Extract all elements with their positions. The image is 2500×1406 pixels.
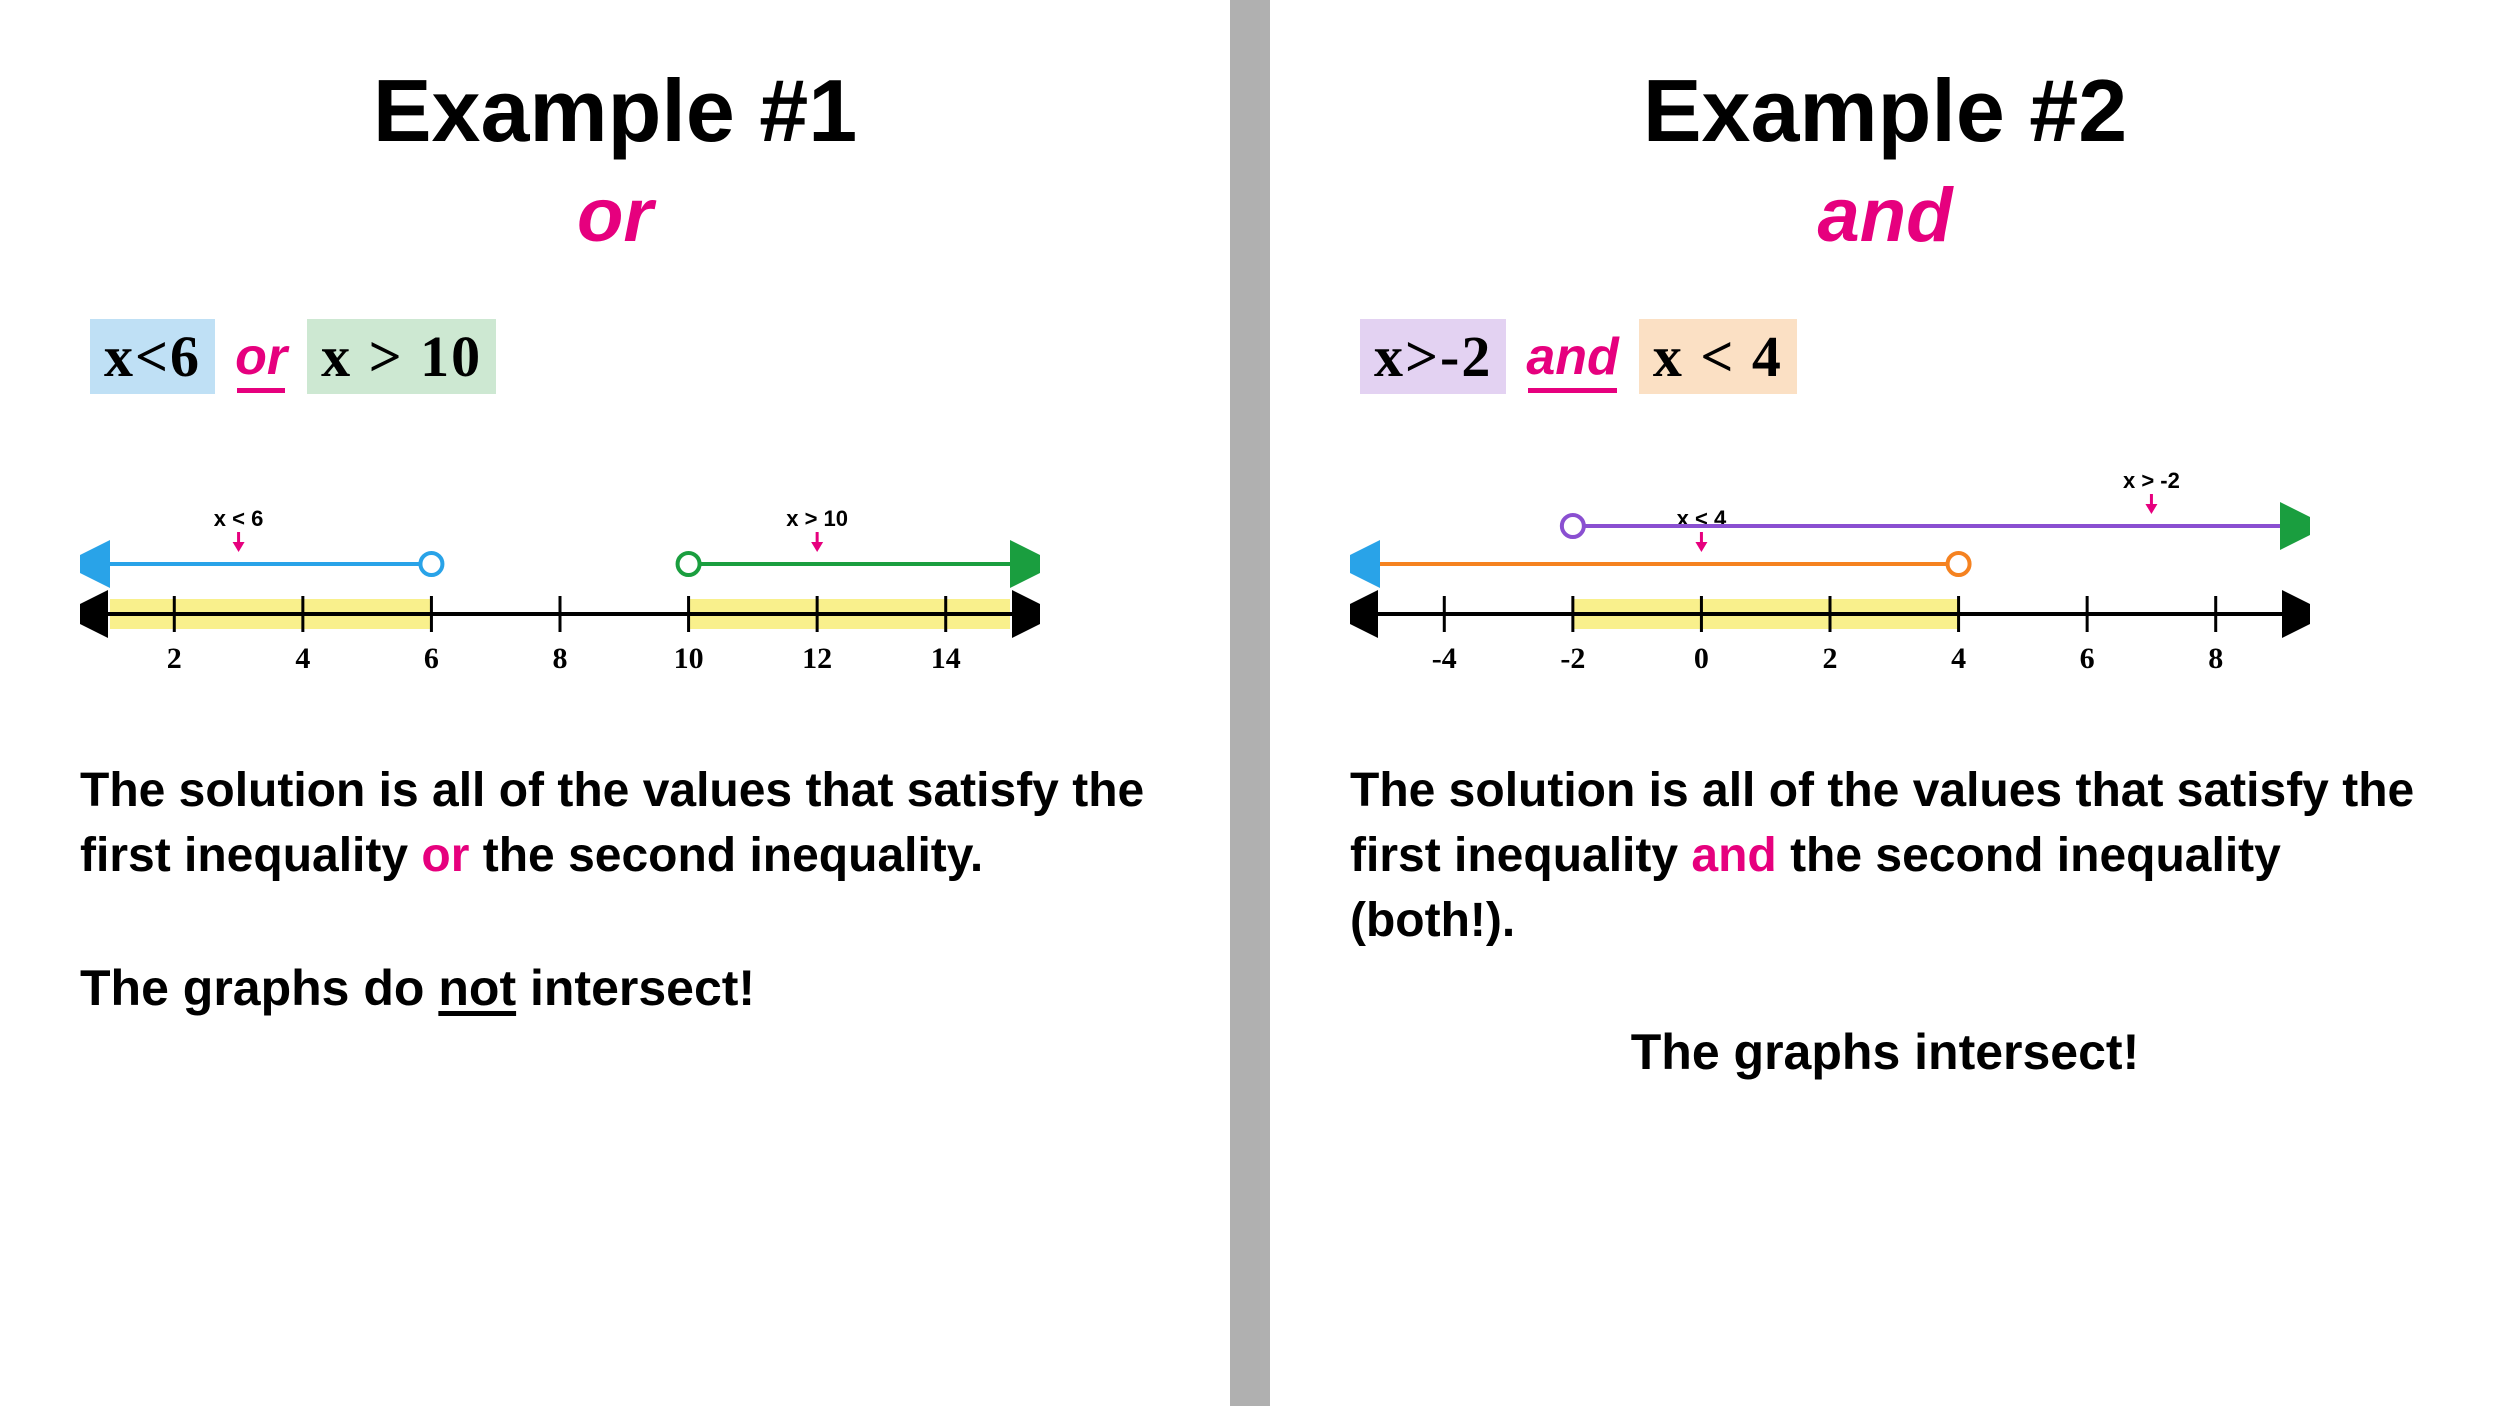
right-ineq2: x < 4 bbox=[1639, 319, 1797, 394]
left-ineq2: x > 10 bbox=[307, 319, 496, 394]
right-title: Example #2 bbox=[1350, 60, 2420, 162]
tick-label: 14 bbox=[931, 642, 961, 675]
right-panel: Example #2 and x>-2 and x < 4 -4 -2 0 2 4 6 8 x… bbox=[1270, 0, 2500, 1406]
left-para-word: or bbox=[421, 829, 469, 882]
tick-label: 0 bbox=[1694, 642, 1709, 675]
open-circle bbox=[678, 553, 700, 575]
left-footer-pre: The graphs do bbox=[80, 960, 438, 1016]
tick-label: -4 bbox=[1432, 642, 1457, 675]
divider bbox=[1230, 0, 1270, 1406]
left-footer: The graphs do not intersect! bbox=[80, 959, 1150, 1017]
open-circle bbox=[1948, 553, 1970, 575]
tick-label: 8 bbox=[553, 642, 568, 675]
tick-label: 10 bbox=[674, 642, 704, 675]
left-para-post: the second inequality. bbox=[469, 829, 983, 882]
open-circle bbox=[1562, 515, 1584, 537]
right-numberline: -4-202468x < 4x > -2 bbox=[1350, 434, 2420, 699]
right-inequality-row: x>-2 and x < 4 bbox=[1360, 319, 2420, 394]
right-footer: The graphs intersect! bbox=[1350, 1023, 2420, 1081]
tick-label: 8 bbox=[2208, 642, 2223, 675]
left-ineq1: x<6 bbox=[90, 319, 215, 394]
label-pointer-head bbox=[1695, 542, 1707, 552]
left-paragraph: The solution is all of the values that s… bbox=[80, 759, 1150, 889]
tick-label: 2 bbox=[167, 642, 182, 675]
tick-label: 6 bbox=[424, 642, 439, 675]
left-row-connector: or bbox=[235, 327, 287, 387]
right-row-connector: and bbox=[1526, 327, 1618, 387]
open-circle bbox=[420, 553, 442, 575]
left-panel: Example #1 or x<6 or x > 10 2 4 6 8 10 12 14 x … bbox=[0, 0, 1230, 1406]
left-numberline: 2 4 6 8 10 12 14 x < 6 x > 10 bbox=[80, 434, 1150, 699]
tick-label: 6 bbox=[2080, 642, 2095, 675]
right-connector: and bbox=[1350, 172, 2420, 259]
tick-label: 4 bbox=[1951, 642, 1966, 675]
label-pointer-head bbox=[811, 542, 823, 552]
tick-label: -2 bbox=[1560, 642, 1585, 675]
ray-label: x > -2 bbox=[2123, 468, 2180, 493]
label-pointer-head bbox=[233, 542, 245, 552]
numberline-svg: -4-202468x < 4x > -2 bbox=[1350, 434, 2310, 694]
right-para-word: and bbox=[1691, 829, 1776, 882]
left-connector: or bbox=[80, 172, 1150, 259]
label-pointer-head bbox=[2145, 504, 2157, 514]
left-title: Example #1 bbox=[80, 60, 1150, 162]
right-paragraph: The solution is all of the values that s… bbox=[1350, 759, 2420, 953]
tick-label: 2 bbox=[1823, 642, 1838, 675]
tick-label: 12 bbox=[802, 642, 832, 675]
ray-label: x < 6 bbox=[214, 506, 264, 531]
left-inequality-row: x<6 or x > 10 bbox=[90, 319, 1150, 394]
right-ineq1: x>-2 bbox=[1360, 319, 1506, 394]
right-footer-pre: The graphs intersect! bbox=[1631, 1024, 2139, 1080]
left-footer-ul: not bbox=[438, 960, 516, 1016]
tick-label: 4 bbox=[295, 642, 310, 675]
ray-label: x > 10 bbox=[786, 506, 848, 531]
left-footer-post: intersect! bbox=[516, 960, 755, 1016]
numberline-svg: 2 4 6 8 10 12 14 x < 6 x > 10 bbox=[80, 434, 1040, 694]
